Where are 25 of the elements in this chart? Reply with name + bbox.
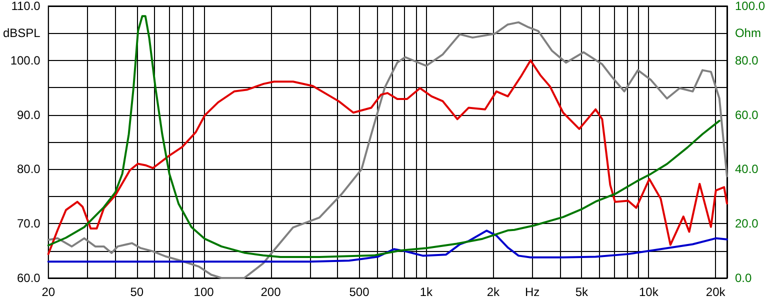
- x-tick-label: 10k: [638, 285, 660, 299]
- y2-tick-label: 0.0: [734, 271, 752, 285]
- x-tick-label: 20: [42, 285, 56, 299]
- y-tick-label: 110.0: [11, 0, 41, 13]
- y2-tick-label: 80.0: [734, 53, 759, 68]
- y-tick-label: dBSPL: [3, 26, 41, 40]
- y-tick-label: 90.0: [17, 108, 41, 122]
- y-tick-label: 100.0: [10, 53, 41, 68]
- y-tick-label: 80.0: [17, 162, 41, 176]
- x-tick-label: 2k: [486, 285, 501, 299]
- y2-tick-label: 60.0: [734, 108, 759, 122]
- y-tick-label: 70.0: [17, 216, 41, 231]
- x-tick-label: 200: [260, 285, 282, 299]
- x-tick-label: 5k: [575, 285, 590, 299]
- x-tick-label: 500: [349, 285, 370, 299]
- x-tick-label: 50: [130, 285, 144, 299]
- y2-tick-label: 40.0: [734, 162, 759, 176]
- y2-tick-label: Ohm: [734, 26, 761, 40]
- y2-tick-label: 20.0: [734, 216, 759, 231]
- x-tick-label: Hz: [525, 285, 540, 299]
- y-tick-label: 60.0: [17, 271, 41, 285]
- x-tick-label: 1k: [420, 285, 434, 299]
- x-tick-label: 20k: [706, 285, 726, 299]
- x-tick-label: 100: [194, 285, 214, 299]
- y2-tick-label: 100.0: [734, 0, 766, 13]
